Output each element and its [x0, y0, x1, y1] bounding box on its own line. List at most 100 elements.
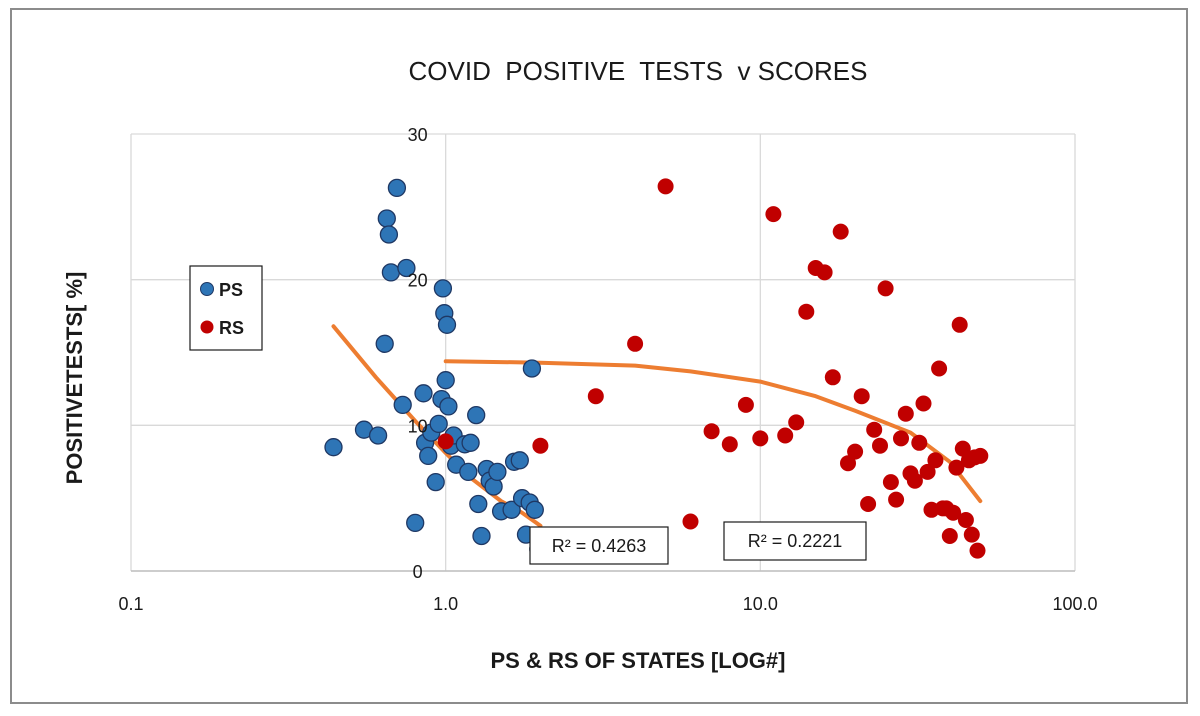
legend: PS RS: [189, 265, 263, 351]
data-point-ps: [437, 315, 457, 334]
legend-marker-rs: [200, 320, 214, 334]
series-rs: [437, 178, 989, 559]
x-tick-label: 0.1: [118, 594, 143, 614]
data-point-rs: [957, 512, 974, 528]
data-point-rs: [532, 437, 549, 454]
data-point-rs: [963, 526, 980, 543]
data-point-rs: [919, 463, 936, 480]
data-point-rs: [931, 360, 948, 377]
data-point-rs: [969, 542, 986, 559]
data-point-ps: [461, 433, 480, 452]
data-point-ps: [459, 462, 478, 482]
y-axis-title: POSITIVETESTS[ %]: [62, 272, 87, 485]
data-point-ps: [377, 209, 396, 228]
data-point-rs: [777, 427, 794, 444]
data-point-ps: [419, 446, 438, 466]
data-point-rs: [893, 430, 909, 447]
data-point-rs: [882, 474, 899, 491]
data-point-rs: [703, 423, 720, 440]
data-point-rs: [721, 436, 738, 453]
data-point-rs: [765, 206, 782, 223]
r-squared-label-rs: R² = 0.2221: [748, 531, 843, 551]
data-point-ps: [393, 395, 412, 415]
data-point-ps: [379, 225, 399, 244]
chart-title: COVID POSITIVE TESTS v SCORES: [409, 56, 868, 86]
data-point-rs: [911, 434, 928, 451]
data-points: [324, 178, 989, 559]
x-tick-label: 10.0: [743, 594, 778, 614]
data-point-ps: [426, 472, 445, 492]
data-point-ps: [406, 513, 425, 533]
data-point-rs: [587, 388, 604, 405]
data-point-ps: [472, 526, 491, 546]
data-point-rs: [682, 513, 699, 530]
data-point-ps: [469, 494, 488, 514]
data-point-rs: [866, 421, 883, 438]
data-point-rs: [840, 455, 856, 472]
data-point-ps: [397, 258, 416, 278]
data-point-rs: [915, 395, 932, 412]
chart-frame: [10, 8, 1188, 704]
data-point-rs: [951, 316, 968, 333]
data-point-rs: [927, 452, 944, 469]
legend-marker-ps: [200, 282, 214, 296]
data-point-rs: [824, 369, 841, 386]
data-point-ps: [414, 384, 433, 403]
y-tick-label: 20: [408, 271, 428, 291]
series-ps: [324, 178, 548, 559]
data-point-rs: [853, 388, 870, 405]
data-point-ps: [510, 451, 529, 470]
data-point-rs: [816, 264, 833, 281]
y-tick-label: 30: [408, 125, 428, 145]
y-tick-label: 10: [408, 416, 428, 436]
data-point-ps: [387, 178, 407, 198]
legend-label-ps: PS: [219, 280, 243, 300]
trendline-rs: [443, 359, 983, 504]
grid: [130, 133, 1076, 572]
y-tick-label: 0: [413, 562, 423, 582]
data-point-ps: [324, 438, 343, 457]
x-tick-label: 100.0: [1052, 594, 1097, 614]
data-point-rs: [972, 447, 989, 464]
data-point-ps: [467, 405, 486, 425]
r-squared-box-ps: [529, 526, 669, 565]
data-point-rs: [832, 223, 849, 240]
data-point-ps: [436, 371, 455, 390]
r-squared-box-rs: [723, 521, 867, 561]
legend-label-rs: RS: [219, 318, 244, 338]
data-point-rs: [737, 396, 754, 413]
data-point-rs: [437, 433, 454, 450]
data-point-ps: [381, 263, 401, 282]
data-point-ps: [488, 462, 507, 482]
data-point-rs: [627, 335, 644, 352]
data-point-rs: [906, 472, 923, 489]
data-point-rs: [872, 437, 888, 454]
data-point-ps: [368, 426, 388, 445]
data-point-ps: [522, 359, 542, 378]
data-point-ps: [375, 334, 394, 353]
data-point-ps: [433, 279, 453, 298]
data-point-rs: [945, 504, 962, 521]
data-point-rs: [798, 303, 815, 320]
tick-labels: 0.1 1.0 10.0 100.0 0 10 20 30: [118, 125, 1097, 614]
data-point-rs: [888, 491, 905, 508]
data-point-ps: [502, 500, 521, 519]
data-point-ps: [525, 500, 544, 519]
data-point-rs: [941, 528, 958, 544]
r-squared-annotations: R² = 0.4263 R² = 0.2221: [529, 521, 867, 565]
r-squared-label-ps: R² = 0.4263: [552, 536, 647, 556]
data-point-rs: [788, 414, 805, 431]
data-point-rs: [657, 178, 674, 195]
x-axis-title: PS & RS OF STATES [LOG#]: [491, 648, 786, 673]
data-point-rs: [847, 443, 864, 460]
data-point-ps: [429, 414, 448, 434]
x-tick-label: 1.0: [433, 594, 458, 614]
data-point-rs: [948, 459, 965, 476]
data-point-rs: [860, 496, 877, 512]
data-point-rs: [897, 405, 914, 422]
data-point-rs: [877, 280, 894, 297]
data-point-ps: [439, 397, 458, 416]
data-point-rs: [752, 430, 769, 447]
legend-box: [189, 265, 263, 351]
